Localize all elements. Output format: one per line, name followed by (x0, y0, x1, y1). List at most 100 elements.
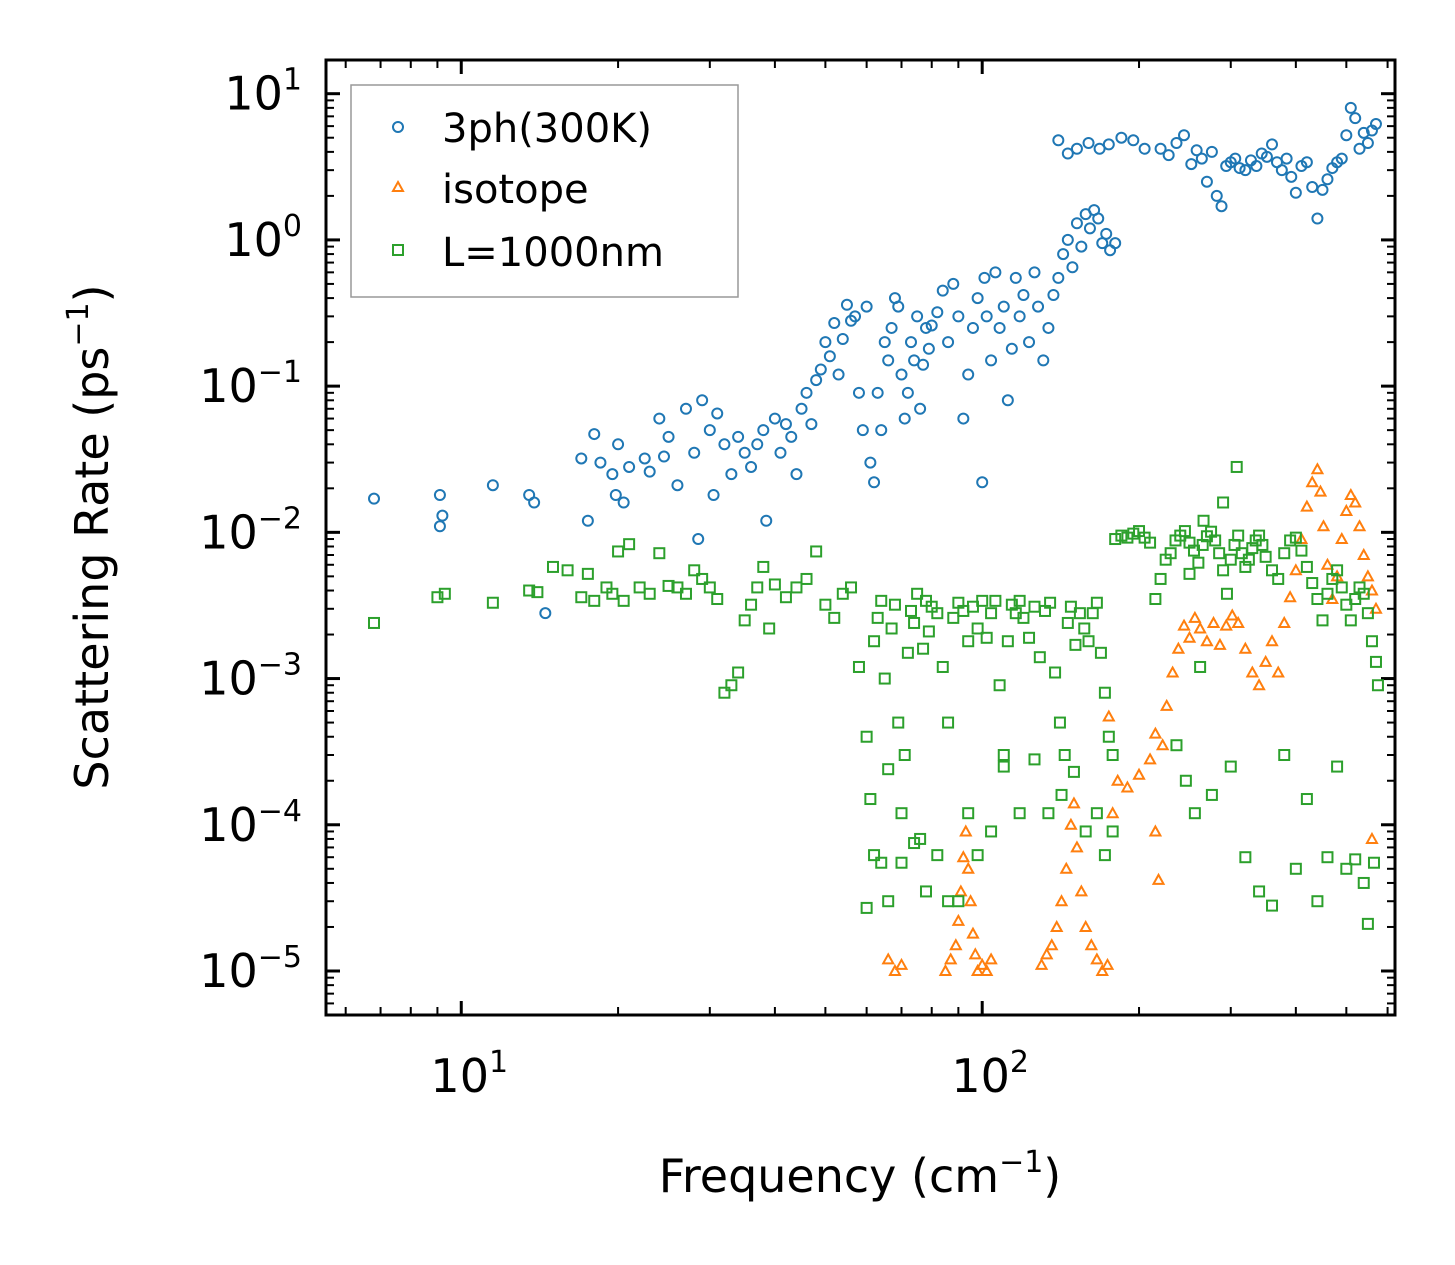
data-point-3ph (978, 271, 991, 284)
data-point-boundary (1224, 760, 1237, 773)
data-point-isotope (949, 938, 963, 951)
data-point-3ph (368, 492, 381, 505)
data-point-isotope (1339, 503, 1354, 516)
data-point-isotope (1200, 634, 1214, 647)
data-point-isotope (959, 824, 973, 837)
data-point-3ph (911, 310, 924, 323)
data-point-boundary (1289, 531, 1302, 544)
data-point-isotope (1078, 919, 1093, 932)
data-point-3ph (966, 321, 979, 334)
data-point-isotope (1143, 752, 1157, 765)
data-point-boundary (1209, 534, 1222, 547)
data-point-boundary (888, 598, 901, 611)
data-point-isotope (1064, 817, 1078, 830)
data-point-boundary (1023, 631, 1036, 644)
data-point-boundary (1321, 851, 1334, 864)
data-point-3ph (917, 358, 930, 371)
data-point-isotope (1225, 608, 1239, 621)
data-point-boundary (1335, 581, 1348, 594)
data-point-isotope (938, 963, 953, 976)
data-point-3ph (1154, 142, 1167, 155)
data-point-3ph (1093, 142, 1106, 155)
data-point-3ph (768, 412, 781, 425)
data-point-isotope (1300, 499, 1314, 512)
data-point-isotope (1265, 634, 1279, 647)
data-point-isotope (1352, 519, 1367, 532)
data-point-isotope (1182, 630, 1197, 643)
data-point-boundary (1220, 587, 1233, 600)
data-point-boundary (936, 660, 949, 673)
data-point-boundary (1266, 564, 1279, 577)
data-point-3ph (925, 319, 938, 332)
data-point-boundary (875, 594, 888, 607)
y-tick-label: 10−3 (199, 648, 302, 706)
data-point-boundary (845, 581, 858, 594)
data-point-isotope (1365, 831, 1379, 844)
data-point-boundary (1078, 622, 1091, 635)
data-point-boundary (1278, 547, 1291, 560)
data-point-3ph (1280, 152, 1293, 165)
data-point-boundary (868, 849, 881, 862)
data-point-boundary (1316, 614, 1329, 627)
data-point-3ph (1170, 137, 1183, 150)
data-point-3ph (653, 412, 666, 425)
data-point-3ph (1061, 233, 1074, 246)
data-point-3ph (1321, 173, 1334, 186)
data-point-3ph (1316, 183, 1329, 196)
data-point-3ph (1083, 222, 1096, 235)
data-point-boundary (1300, 793, 1313, 806)
data-point-3ph (836, 333, 849, 346)
data-point-boundary (768, 578, 781, 591)
data-point-isotope (1231, 615, 1245, 628)
legend-label-isotope: isotope (442, 167, 589, 213)
data-point-3ph (745, 460, 758, 473)
data-point-3ph (1266, 138, 1279, 151)
data-point-isotope (1245, 665, 1260, 678)
data-point-boundary (1371, 679, 1384, 692)
data-point-boundary (882, 895, 895, 908)
data-point-boundary (1017, 611, 1030, 624)
data-point-isotope (894, 957, 909, 970)
data-point-boundary (1001, 635, 1014, 648)
data-point-isotope (1054, 894, 1069, 907)
data-point-boundary (860, 730, 873, 743)
data-point-3ph (989, 266, 1002, 279)
data-point-boundary (976, 594, 989, 607)
data-point-3ph (757, 424, 770, 437)
data-point-isotope (1335, 531, 1349, 545)
data-point-3ph (1353, 142, 1366, 155)
data-point-3ph (612, 438, 625, 451)
data-point-boundary (1115, 529, 1128, 542)
data-point-3ph (892, 300, 905, 313)
data-point-3ph (860, 300, 873, 313)
data-point-3ph (1340, 129, 1353, 142)
data-point-boundary (885, 622, 898, 635)
data-point-boundary (1357, 876, 1370, 889)
data-point-boundary (810, 545, 823, 558)
data-point-boundary (1331, 564, 1344, 577)
data-point-3ph (868, 476, 881, 489)
data-point-boundary (985, 607, 998, 620)
data-point-3ph (952, 310, 965, 323)
data-point-boundary (725, 679, 738, 692)
data-point-boundary (1183, 567, 1196, 580)
data-point-3ph (662, 430, 675, 443)
data-point-boundary (919, 885, 932, 898)
data-point-isotope (1148, 824, 1163, 837)
y-tick-label: 10−2 (199, 501, 302, 559)
data-point-boundary (1321, 587, 1334, 600)
data-point-boundary (1013, 594, 1026, 607)
data-point-3ph (1032, 300, 1045, 313)
data-point-3ph (993, 321, 1006, 334)
data-point-3ph (539, 607, 552, 620)
data-point-boundary (1106, 749, 1119, 762)
data-point-3ph (638, 452, 651, 465)
data-point-boundary (1094, 646, 1107, 659)
data-point-boundary (779, 591, 792, 604)
data-point-3ph (997, 300, 1010, 313)
data-point-boundary (908, 837, 921, 850)
data-point-boundary (745, 598, 758, 611)
data-point-isotope (1316, 519, 1331, 532)
data-point-3ph (486, 479, 499, 492)
data-point-isotope (1110, 773, 1125, 786)
